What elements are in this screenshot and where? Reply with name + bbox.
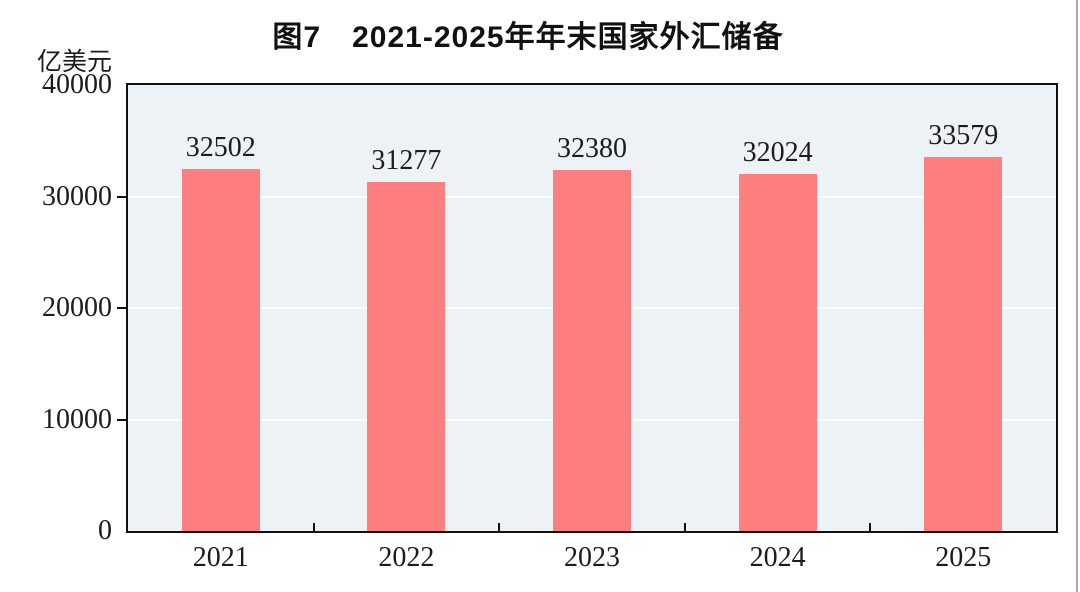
x-tick-label: 2022 <box>378 542 435 573</box>
bar <box>553 169 631 531</box>
x-tick-mark <box>312 523 315 531</box>
x-tick-label: 2024 <box>749 542 806 573</box>
bar-value-label: 32380 <box>557 132 627 164</box>
bar-value-label: 32502 <box>185 131 256 163</box>
window-edge-line <box>1076 0 1078 592</box>
chart-title: 图7 2021-2025年年末国家外汇储备 <box>272 21 784 54</box>
bar <box>367 182 446 531</box>
bar-value-label: 31277 <box>371 145 442 177</box>
x-tick-mark <box>683 523 686 531</box>
y-tick-label: 0 <box>98 515 112 546</box>
y-axis-unit-label: 亿美元 <box>36 49 112 76</box>
y-tick-label: 10000 <box>42 403 112 435</box>
x-tick-mark <box>869 523 872 531</box>
y-tick-mark <box>117 418 126 421</box>
bar <box>181 168 260 531</box>
bar-value-label: 33579 <box>928 119 999 151</box>
y-tick-mark <box>117 195 126 198</box>
y-tick-label: 20000 <box>42 292 112 323</box>
y-tick-mark <box>117 307 126 309</box>
x-tick-label: 2023 <box>564 542 620 573</box>
bar-value-label: 32024 <box>742 136 813 168</box>
bar <box>924 156 1003 531</box>
y-tick-label: 30000 <box>42 180 112 212</box>
x-tick-label: 2021 <box>192 542 249 573</box>
plot-area: 32502 31277 32380 32024 33579 <box>126 83 1058 533</box>
y-tick-label: 40000 <box>42 69 112 100</box>
x-tick-mark <box>498 523 501 531</box>
x-tick-label: 2025 <box>935 542 992 573</box>
bar <box>738 173 817 531</box>
